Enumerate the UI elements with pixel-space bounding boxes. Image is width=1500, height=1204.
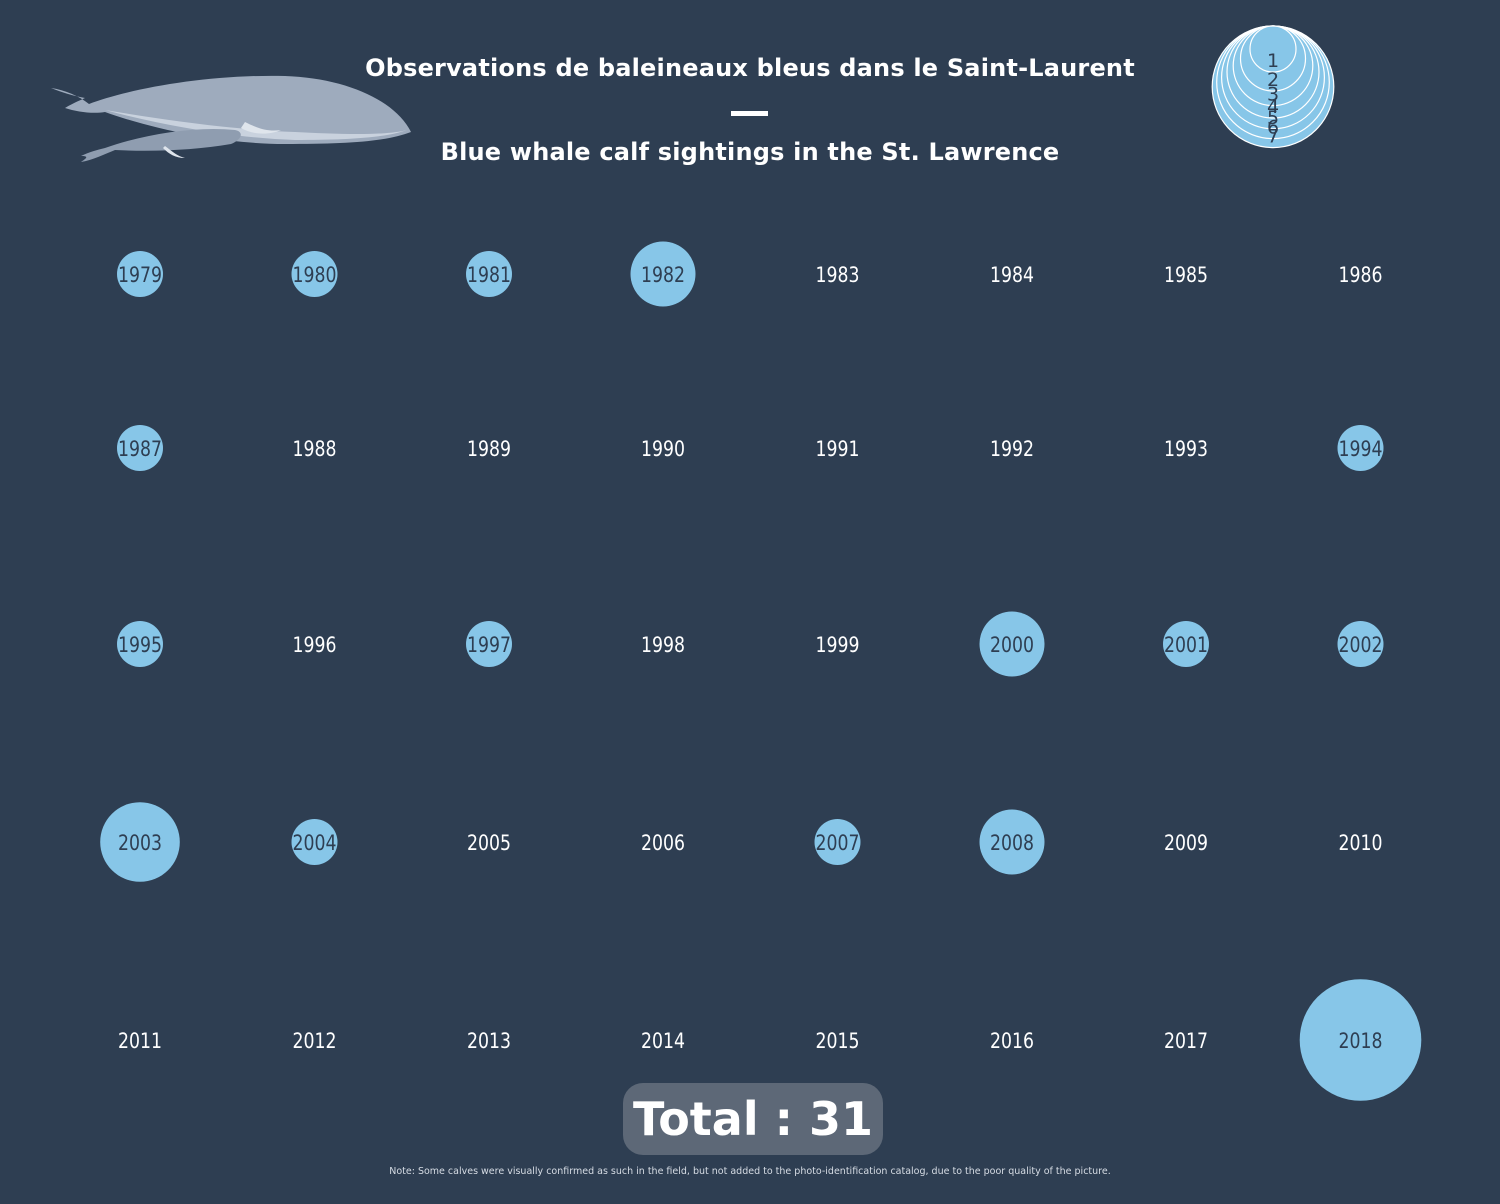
bubble-1994 [1337, 425, 1384, 471]
bubble-2007 [814, 819, 861, 865]
bubble-2008 [979, 809, 1045, 875]
bubble-1997 [466, 621, 512, 667]
legend-label-6: 6 [1267, 117, 1279, 139]
chart-title-english: Blue whale calf sightings in the St. Law… [440, 138, 1060, 166]
year-label-2013: 2013 [467, 1029, 511, 1053]
legend-label-4: 4 [1267, 96, 1279, 118]
year-label-1987: 1987 [118, 437, 162, 461]
legend-label-7: 7 [1267, 126, 1279, 148]
title-separator [731, 111, 768, 116]
year-label-2014: 2014 [641, 1029, 685, 1053]
year-label-2016: 2016 [990, 1029, 1034, 1053]
year-label-1997: 1997 [467, 633, 511, 657]
year-label-2010: 2010 [1339, 831, 1383, 855]
blue-whale-mother-and-calf-icon [51, 75, 411, 162]
year-label-1996: 1996 [293, 633, 337, 657]
year-label-1991: 1991 [816, 437, 860, 461]
year-label-1981: 1981 [467, 263, 511, 287]
bubble-1980 [291, 251, 338, 297]
total-badge: Total : 31 [623, 1083, 883, 1155]
year-label-2002: 2002 [1339, 633, 1383, 657]
footnote: Note: Some calves were visually confirme… [389, 1166, 1111, 1177]
chart-title-french: Observations de baleineaux bleus dans le… [365, 54, 1135, 82]
year-label-1998: 1998 [641, 633, 685, 657]
legend-label-2: 2 [1267, 69, 1279, 91]
year-label-1984: 1984 [990, 263, 1034, 287]
year-label-2004: 2004 [293, 831, 337, 855]
year-label-1993: 1993 [1164, 437, 1208, 461]
year-label-2008: 2008 [990, 831, 1034, 855]
year-label-1983: 1983 [816, 263, 860, 287]
bubble-1982 [630, 241, 696, 307]
bubble-2000 [979, 611, 1045, 677]
legend-label-5: 5 [1267, 107, 1279, 129]
bubble-1981 [466, 251, 512, 297]
year-label-2000: 2000 [990, 633, 1034, 657]
year-label-1988: 1988 [293, 437, 337, 461]
bubble-1987 [117, 425, 163, 471]
legend-circle-1 [1249, 25, 1297, 73]
year-label-2003: 2003 [118, 831, 162, 855]
bubble-1995 [117, 621, 163, 667]
year-label-2009: 2009 [1164, 831, 1208, 855]
bubble-2002 [1337, 621, 1384, 667]
year-label-1994: 1994 [1339, 437, 1383, 461]
year-label-1990: 1990 [641, 437, 685, 461]
year-label-1980: 1980 [293, 263, 337, 287]
bubble-2003 [100, 802, 180, 882]
year-label-1992: 1992 [990, 437, 1034, 461]
year-label-2012: 2012 [293, 1029, 337, 1053]
whale-illustration [45, 60, 415, 170]
year-label-2007: 2007 [816, 831, 860, 855]
year-label-1985: 1985 [1164, 263, 1208, 287]
year-label-2018: 2018 [1339, 1029, 1383, 1053]
year-label-1999: 1999 [816, 633, 860, 657]
bubble-2018 [1299, 979, 1422, 1101]
year-label-2005: 2005 [467, 831, 511, 855]
legend-label-3: 3 [1267, 84, 1279, 106]
year-label-2001: 2001 [1164, 633, 1208, 657]
year-label-1995: 1995 [118, 633, 162, 657]
legend-label-1: 1 [1267, 50, 1279, 72]
year-label-1989: 1989 [467, 437, 511, 461]
year-label-2015: 2015 [816, 1029, 860, 1053]
year-label-2011: 2011 [118, 1029, 162, 1053]
year-label-1982: 1982 [641, 263, 685, 287]
year-label-1986: 1986 [1339, 263, 1383, 287]
bubble-2004 [291, 819, 338, 865]
bubble-2001 [1163, 621, 1209, 667]
year-label-2006: 2006 [641, 831, 685, 855]
year-label-2017: 2017 [1164, 1029, 1208, 1053]
bubble-1979 [117, 251, 163, 297]
year-label-1979: 1979 [118, 263, 162, 287]
